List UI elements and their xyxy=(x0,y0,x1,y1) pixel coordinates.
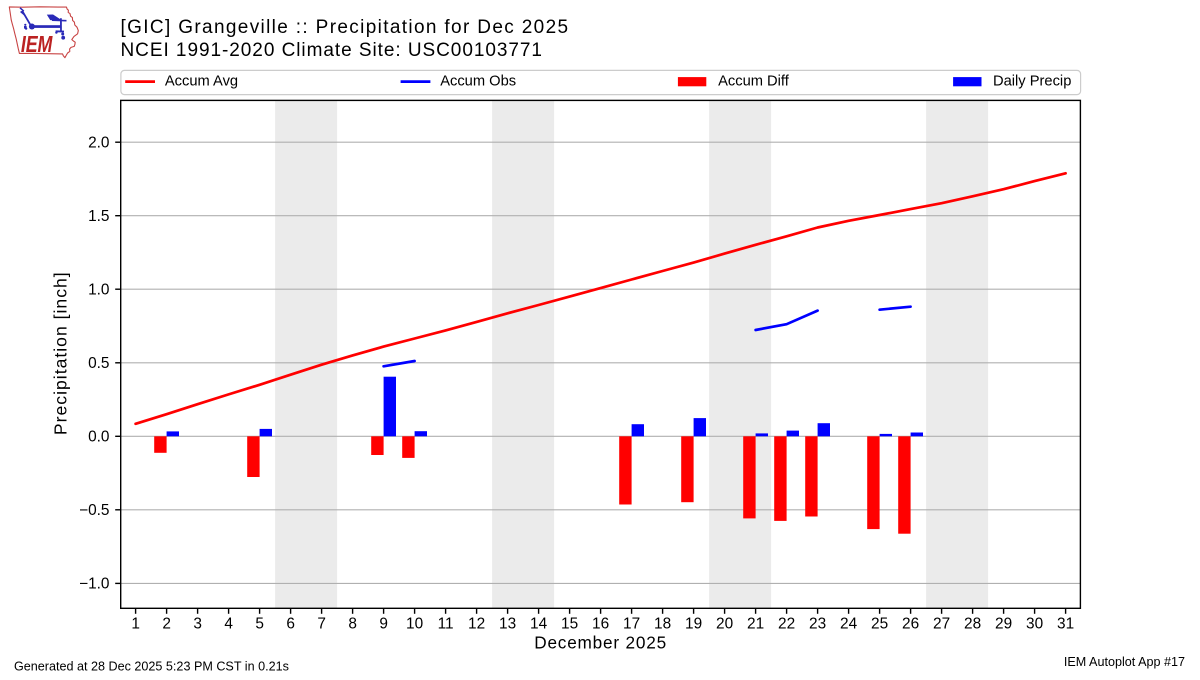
svg-text:9: 9 xyxy=(379,615,388,632)
svg-text:8: 8 xyxy=(348,615,357,632)
svg-text:IEM: IEM xyxy=(21,32,53,58)
svg-text:Accum Avg: Accum Avg xyxy=(165,74,238,90)
svg-text:5: 5 xyxy=(255,615,264,632)
svg-text:30: 30 xyxy=(1026,615,1043,632)
svg-text:10: 10 xyxy=(406,615,423,632)
svg-text:7: 7 xyxy=(317,615,326,632)
svg-text:4: 4 xyxy=(224,615,233,632)
svg-text:2.0: 2.0 xyxy=(88,134,109,151)
svg-text:25: 25 xyxy=(871,615,888,632)
svg-text:2: 2 xyxy=(162,615,171,632)
svg-text:Accum Diff: Accum Diff xyxy=(718,74,790,90)
svg-text:−0.5: −0.5 xyxy=(79,502,109,519)
svg-text:12: 12 xyxy=(468,615,485,632)
svg-text:24: 24 xyxy=(840,615,858,632)
svg-text:20: 20 xyxy=(716,615,733,632)
svg-text:11: 11 xyxy=(438,615,454,632)
svg-text:15: 15 xyxy=(561,615,578,632)
svg-text:Accum Obs: Accum Obs xyxy=(440,74,516,90)
svg-text:[GIC] Grangeville :: Precipita: [GIC] Grangeville :: Precipitation for D… xyxy=(121,17,570,38)
svg-text:18: 18 xyxy=(654,615,671,632)
svg-text:3: 3 xyxy=(193,615,202,632)
svg-text:22: 22 xyxy=(778,615,795,632)
svg-text:Daily Precip: Daily Precip xyxy=(993,74,1071,90)
svg-text:0.0: 0.0 xyxy=(88,429,109,446)
svg-text:6: 6 xyxy=(286,615,295,632)
svg-text:16: 16 xyxy=(592,615,609,632)
svg-text:28: 28 xyxy=(964,615,981,632)
svg-text:31: 31 xyxy=(1057,615,1074,632)
svg-text:December 2025: December 2025 xyxy=(534,633,667,653)
svg-text:19: 19 xyxy=(685,615,702,632)
svg-text:13: 13 xyxy=(499,615,516,632)
svg-text:−1.0: −1.0 xyxy=(79,576,109,593)
svg-text:17: 17 xyxy=(623,615,640,632)
svg-text:26: 26 xyxy=(902,615,919,632)
svg-text:27: 27 xyxy=(933,615,950,632)
svg-text:1: 1 xyxy=(131,615,140,632)
svg-text:IEM Autoplot App #17: IEM Autoplot App #17 xyxy=(1064,655,1185,669)
svg-text:1.0: 1.0 xyxy=(88,281,109,298)
svg-text:21: 21 xyxy=(747,615,764,632)
svg-text:1.5: 1.5 xyxy=(88,208,109,225)
svg-text:NCEI 1991-2020 Climate Site: U: NCEI 1991-2020 Climate Site: USC00103771 xyxy=(121,40,543,61)
svg-text:0.5: 0.5 xyxy=(88,355,109,372)
svg-text:23: 23 xyxy=(809,615,826,632)
svg-text:Precipitation [inch]: Precipitation [inch] xyxy=(51,271,71,435)
svg-text:14: 14 xyxy=(530,615,548,632)
svg-text:29: 29 xyxy=(995,615,1012,632)
svg-text:Generated at 28 Dec 2025 5:23: Generated at 28 Dec 2025 5:23 PM CST in … xyxy=(14,659,289,673)
